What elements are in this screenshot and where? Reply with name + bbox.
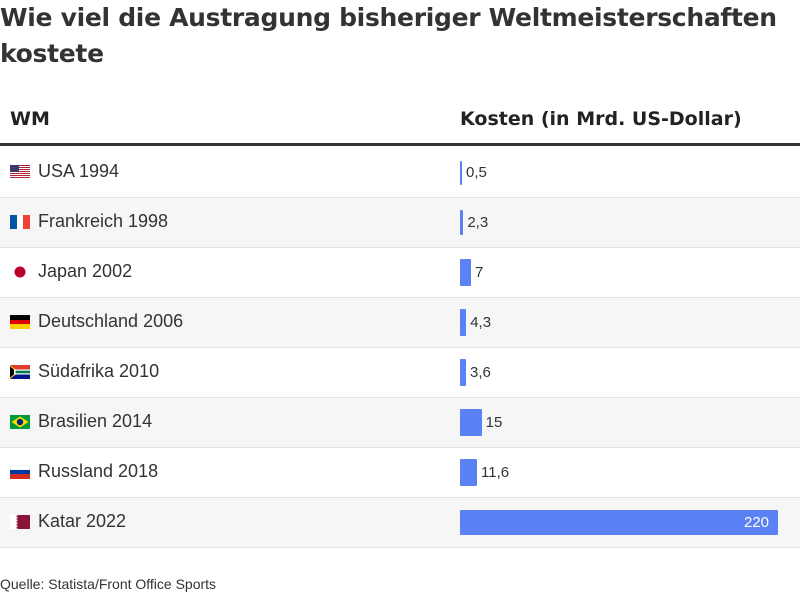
table-row: Brasilien 2014 15	[0, 398, 800, 448]
value-label: 220	[744, 514, 770, 531]
column-header-wm: WM	[10, 108, 50, 130]
chart-title: Wie viel die Austragung bisheriger Weltm…	[0, 3, 777, 68]
south-africa-flag-icon	[10, 365, 30, 379]
table-header: WM Kosten (in Mrd. US-Dollar)	[0, 96, 800, 146]
value-label: 0,5	[466, 164, 487, 181]
table-row: USA 1994 0,5	[0, 148, 800, 198]
france-flag-icon	[10, 215, 30, 229]
bar	[460, 359, 466, 386]
brazil-flag-icon	[10, 415, 30, 429]
table-row: Japan 2002 7	[0, 248, 800, 298]
value-label: 7	[475, 264, 484, 281]
category-label: Japan 2002	[38, 261, 133, 281]
value-label: 3,6	[470, 364, 491, 381]
value-label: 4,3	[470, 314, 492, 331]
germany-flag-icon	[10, 315, 30, 329]
bar	[460, 210, 464, 235]
chart-rows: USA 1994 0,5 Frankreich 1998 2,3 Japan 2002 7…	[0, 148, 800, 548]
category-label: Südafrika 2010	[38, 361, 160, 381]
bar	[460, 409, 482, 436]
bar	[460, 309, 467, 336]
category-label: Frankreich 1998	[38, 211, 169, 231]
category-label: Brasilien 2014	[38, 411, 153, 431]
source-note: Quelle: Statista/Front Office Sports	[0, 576, 217, 592]
bar	[460, 259, 471, 286]
bar	[460, 160, 462, 185]
bar	[460, 459, 477, 486]
category-label: Deutschland 2006	[38, 311, 184, 331]
table-row: Katar 2022 220	[0, 498, 800, 548]
qatar-flag-icon	[10, 515, 30, 529]
table-row: Deutschland 2006 4,3	[0, 298, 800, 348]
column-header-cost: Kosten (in Mrd. US-Dollar)	[460, 108, 742, 130]
table-row: Südafrika 2010 3,6	[0, 348, 800, 398]
value-label: 11,6	[481, 464, 510, 481]
usa-flag-icon	[10, 165, 30, 179]
category-label: USA 1994	[38, 161, 120, 181]
value-label: 2,3	[467, 214, 489, 231]
value-label: 15	[485, 414, 503, 431]
russia-flag-icon	[9, 464, 31, 479]
category-label: Russland 2018	[38, 461, 159, 481]
table-row: Russland 2018 11,6	[0, 448, 800, 498]
category-label: Katar 2022	[38, 511, 127, 531]
bar	[460, 510, 778, 535]
table-row: Frankreich 1998 2,3	[0, 198, 800, 248]
japan-flag-icon	[10, 265, 30, 279]
